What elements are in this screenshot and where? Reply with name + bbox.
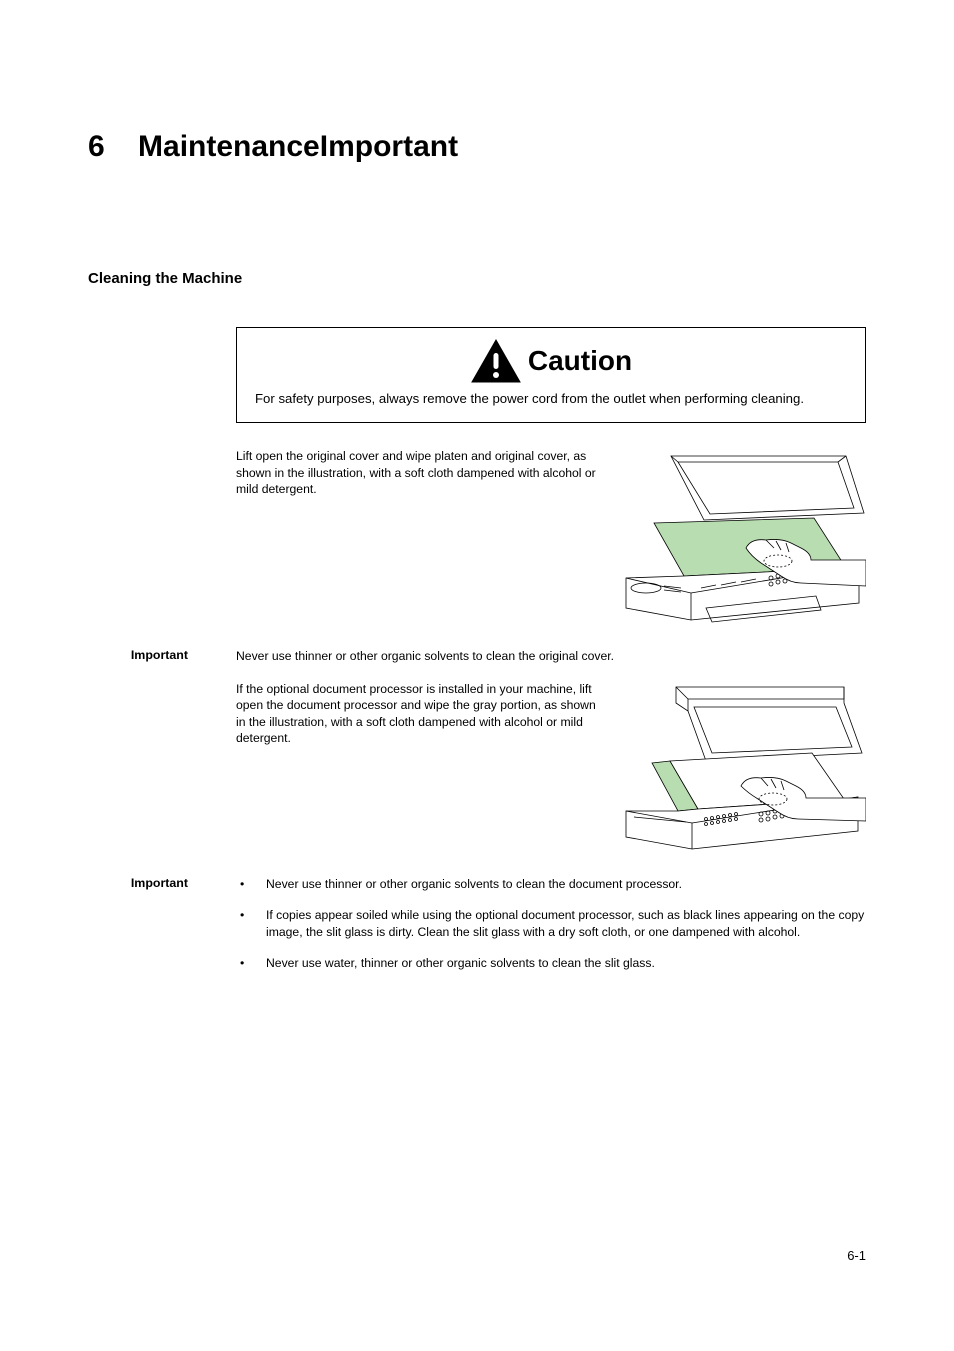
caution-icon bbox=[470, 338, 522, 384]
bullet-marker: • bbox=[236, 876, 266, 893]
important-row-1: Important Never use thinner or other org… bbox=[88, 648, 866, 664]
content-block-platen: Lift open the original cover and wipe pl… bbox=[236, 448, 866, 623]
list-item: • Never use thinner or other organic sol… bbox=[236, 876, 866, 893]
cleaning-platen-text: Lift open the original cover and wipe pl… bbox=[236, 448, 598, 623]
bullet-text-2: If copies appear soiled while using the … bbox=[266, 907, 866, 941]
important-label-1: Important bbox=[88, 648, 236, 662]
important-note-1: Never use thinner or other organic solve… bbox=[236, 648, 866, 664]
bullet-text-3: Never use water, thinner or other organi… bbox=[266, 955, 866, 972]
chapter-title: 6 MaintenanceImportant bbox=[88, 130, 866, 164]
cleaning-processor-text: If the optional document processor is in… bbox=[236, 681, 598, 851]
list-item: • Never use water, thinner or other orga… bbox=[236, 955, 866, 972]
caution-title: Caution bbox=[528, 345, 632, 377]
bullet-marker: • bbox=[236, 907, 266, 941]
section-heading: Cleaning the Machine bbox=[88, 270, 866, 287]
content-block-processor: If the optional document processor is in… bbox=[236, 681, 866, 851]
list-item: • If copies appear soiled while using th… bbox=[236, 907, 866, 941]
caution-box: Caution For safety purposes, always remo… bbox=[236, 327, 866, 423]
copier-cleaning-illustration bbox=[616, 448, 866, 623]
important-label-2: Important bbox=[88, 876, 236, 890]
chapter-title-text: MaintenanceImportant bbox=[138, 130, 458, 163]
page-number: 6-1 bbox=[847, 1248, 866, 1263]
processor-cleaning-illustration bbox=[616, 681, 866, 851]
important-bullets: • Never use thinner or other organic sol… bbox=[236, 876, 866, 986]
important-row-2: Important • Never use thinner or other o… bbox=[88, 876, 866, 986]
caution-text: For safety purposes, always remove the p… bbox=[255, 390, 847, 408]
chapter-number: 6 bbox=[88, 130, 105, 163]
caution-header: Caution bbox=[255, 338, 847, 384]
bullet-marker: • bbox=[236, 955, 266, 972]
bullet-text-1: Never use thinner or other organic solve… bbox=[266, 876, 866, 893]
